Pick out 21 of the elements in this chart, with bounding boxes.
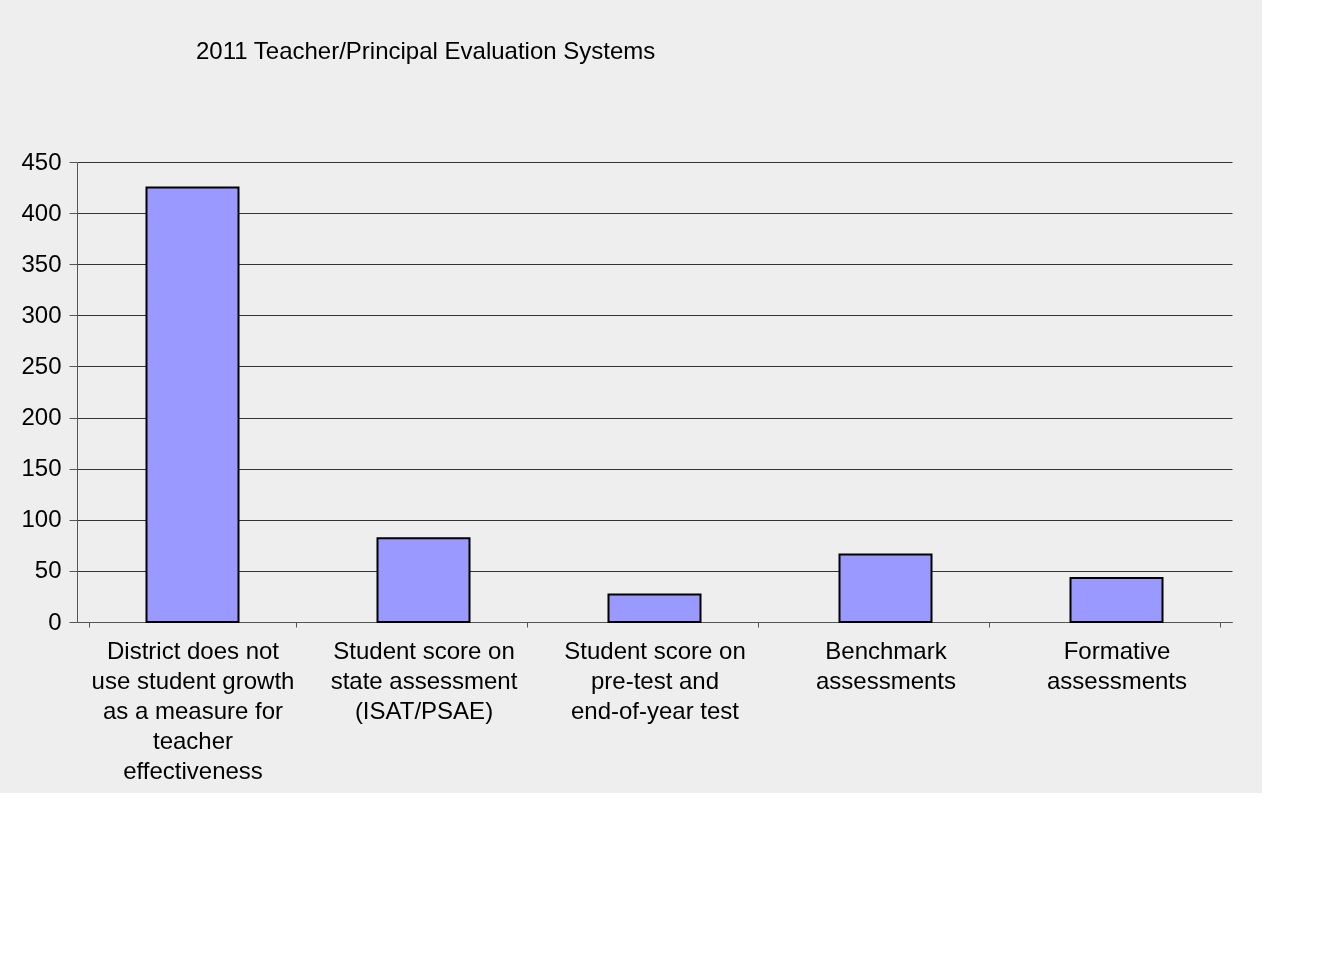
y-tick-label: 200 (21, 403, 62, 431)
y-tick-label: 0 (48, 607, 62, 635)
y-tick-label: 100 (21, 505, 62, 533)
y-tick-label: 400 (21, 198, 62, 226)
y-tick-label: 250 (21, 351, 62, 379)
bar (145, 186, 240, 623)
y-tick-label: 450 (21, 147, 62, 175)
bar (607, 593, 702, 623)
bar (838, 553, 933, 623)
y-tick-label: 350 (21, 249, 62, 277)
x-tick-label: Student score on state assessment (ISAT/PSAE) (330, 636, 518, 724)
y-tick-label: 300 (21, 300, 62, 328)
y-tick-label: 50 (34, 556, 62, 584)
bar (1069, 577, 1164, 623)
y-tick-label: 150 (21, 454, 62, 482)
x-tick-label: Formative assessments (1046, 636, 1188, 694)
x-tick-label: District does not use student growth as a measure for teacher effectiveness (91, 636, 295, 784)
x-tick-label: Benchmark assessments (815, 636, 957, 694)
x-tick-label: Student score on pre-test and end-of-year test (564, 636, 746, 724)
bar (376, 537, 471, 623)
chart-title: 2011 Teacher/Principal Evaluation Systems (195, 37, 656, 64)
